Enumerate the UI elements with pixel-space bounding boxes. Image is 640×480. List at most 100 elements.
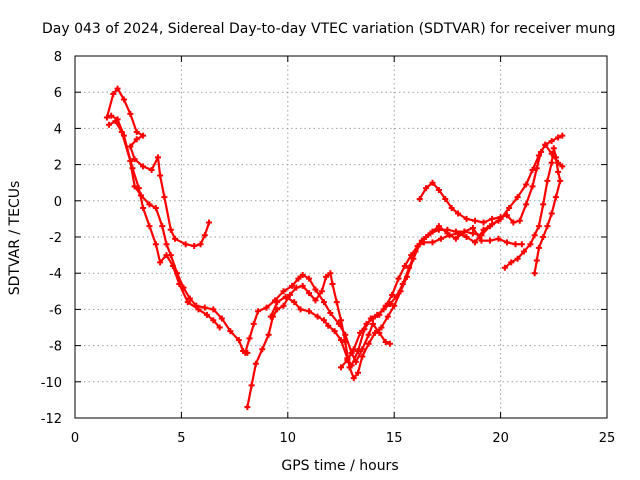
data-point	[146, 201, 153, 208]
grid	[75, 56, 607, 418]
axis-ticks	[74, 55, 608, 419]
data-point	[163, 252, 170, 259]
series-trace	[105, 87, 211, 248]
y-tick-label: -4	[49, 267, 62, 282]
data-point	[312, 286, 319, 293]
data-point	[255, 308, 262, 315]
y-tick-label: 2	[54, 159, 62, 174]
data-point	[161, 194, 168, 201]
data-point	[376, 311, 383, 318]
data-point	[338, 317, 344, 324]
data-point	[195, 306, 202, 313]
data-point	[552, 154, 559, 161]
data-point	[184, 299, 191, 306]
data-point	[386, 340, 393, 347]
data-point	[331, 328, 338, 335]
data-point	[152, 205, 159, 212]
data-point	[106, 121, 113, 128]
chart-title: Day 043 of 2024, Sidereal Day-to-day VTE…	[42, 21, 616, 37]
data-point	[369, 315, 376, 322]
data-point	[559, 163, 566, 170]
data-point	[480, 226, 487, 233]
data-point	[455, 230, 462, 237]
data-point	[312, 297, 319, 304]
y-tick-label: 8	[54, 50, 62, 65]
data-point	[108, 112, 115, 119]
data-point	[154, 154, 161, 161]
data-point	[110, 91, 117, 98]
data-point	[372, 329, 379, 336]
data-point	[544, 177, 551, 184]
data-point	[282, 293, 289, 300]
y-tick-label: 4	[54, 122, 62, 137]
data-point	[478, 237, 485, 244]
data-point	[521, 248, 528, 255]
data-point	[250, 320, 257, 327]
data-point	[291, 299, 298, 306]
data-point	[438, 235, 445, 242]
data-point	[252, 360, 259, 367]
data-point	[280, 302, 287, 309]
data-point	[133, 136, 140, 143]
data-point	[472, 217, 479, 224]
data-point	[461, 228, 468, 235]
data-point	[325, 322, 332, 329]
data-point	[429, 179, 436, 186]
data-point	[378, 324, 385, 331]
data-point	[529, 167, 536, 174]
data-point	[146, 223, 153, 230]
data-point	[486, 237, 493, 244]
data-point	[133, 129, 140, 136]
data-point	[159, 223, 166, 230]
data-point	[172, 235, 179, 242]
data-point	[135, 185, 142, 192]
data-point	[469, 230, 476, 237]
data-point	[163, 241, 170, 248]
data-point	[557, 177, 564, 184]
data-point	[382, 338, 389, 345]
data-point	[216, 324, 223, 331]
data-point	[114, 116, 121, 123]
data-point	[299, 272, 306, 279]
data-point	[157, 172, 164, 179]
data-point	[423, 185, 430, 192]
data-point	[391, 302, 398, 309]
data-point	[320, 317, 327, 324]
data-point	[210, 317, 217, 324]
data-point	[210, 306, 217, 313]
data-point	[242, 349, 249, 356]
series-1	[103, 85, 213, 250]
data-point	[442, 195, 449, 202]
data-point	[363, 320, 370, 327]
data-point	[508, 259, 515, 266]
data-point	[365, 340, 372, 347]
data-point	[176, 281, 183, 288]
y-tick-label: -12	[41, 412, 62, 427]
data-point	[548, 159, 555, 166]
data-point	[399, 281, 406, 288]
data-point	[297, 306, 304, 313]
data-point	[512, 241, 519, 248]
data-point	[514, 194, 521, 201]
data-point	[306, 275, 313, 282]
data-point	[227, 328, 234, 335]
data-point	[533, 257, 540, 264]
data-point	[540, 201, 547, 208]
data-point	[103, 114, 110, 121]
data-point	[463, 234, 470, 240]
data-point	[389, 291, 396, 298]
data-point	[359, 353, 366, 360]
data-point	[140, 132, 147, 139]
data-point	[446, 232, 453, 239]
data-point	[338, 364, 344, 371]
y-tick-label: -6	[49, 303, 62, 318]
data-point	[120, 132, 127, 139]
data-point	[369, 320, 376, 327]
y-tick-label: 0	[54, 195, 62, 210]
data-point	[510, 219, 517, 226]
data-point	[120, 96, 127, 103]
data-point	[535, 244, 542, 251]
data-point	[503, 239, 510, 246]
y-tick-label: -8	[49, 340, 62, 355]
